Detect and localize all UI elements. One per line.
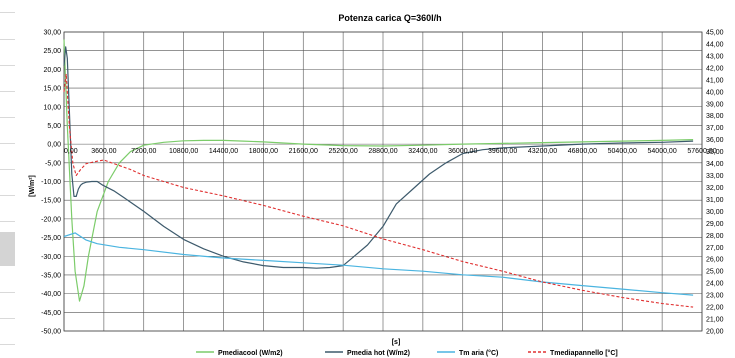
y2-tick-label: 38,00 bbox=[706, 113, 724, 120]
y2-tick-label: 43,00 bbox=[706, 53, 724, 60]
x-axis-label: [s] bbox=[392, 339, 401, 346]
y-tick-label: 0,00 bbox=[47, 142, 61, 149]
y2-tick-label: 24,00 bbox=[706, 281, 724, 288]
y-tick-labels: 30,00 25,00 20,00 15,00 10,00 5,00 0,00 -5,00 -1… bbox=[41, 30, 61, 336]
x-tick-label: 10800,00 bbox=[169, 148, 198, 155]
y-tick-label: 10,00 bbox=[43, 104, 61, 111]
x-tick-label: 0,00 bbox=[64, 148, 78, 155]
y2-tick-label: 35,00 bbox=[706, 149, 724, 156]
y2-tick-label: 27,00 bbox=[706, 245, 724, 252]
x-tick-label: 32400,00 bbox=[408, 148, 437, 155]
x-tick-label: 7200,00 bbox=[131, 148, 156, 155]
y-tick-label: -35,00 bbox=[41, 272, 61, 279]
x-tick-label: 3600,00 bbox=[91, 148, 116, 155]
y2-tick-label: 22,00 bbox=[706, 305, 724, 312]
legend-label: Tm aria (°C) bbox=[459, 349, 498, 357]
x-tick-label: 43200,00 bbox=[528, 148, 557, 155]
y-tick-label: -50,00 bbox=[41, 329, 61, 336]
y-tick-label: 30,00 bbox=[43, 30, 61, 37]
x-tick-labels: 0,00 3600,00 7200,00 10800,00 14400,00 18000,… bbox=[64, 148, 717, 155]
y-axis-label: [W/m²] bbox=[29, 175, 36, 197]
series-line-2 bbox=[63, 46, 694, 269]
y2-tick-label: 21,00 bbox=[706, 317, 724, 324]
y-tick-label: 25,00 bbox=[43, 48, 61, 55]
y2-tick-label: 20,00 bbox=[706, 329, 724, 336]
y-tick-label: 20,00 bbox=[43, 67, 61, 74]
x-tick-label: 54000,00 bbox=[648, 148, 677, 155]
y2-tick-label: 40,00 bbox=[706, 89, 724, 96]
chart-area bbox=[16, 0, 735, 358]
y2-tick-label: 36,00 bbox=[706, 137, 724, 144]
y2-tick-labels: 45,00 44,00 43,00 42,00 41,00 40,00 39,00 38,00… bbox=[706, 30, 724, 336]
y2-tick-label: 32,00 bbox=[706, 185, 724, 192]
y-tick-label: -25,00 bbox=[41, 235, 61, 242]
y2-tick-label: 44,00 bbox=[706, 41, 724, 48]
y2-tick-label: 33,00 bbox=[706, 173, 724, 180]
x-tick-label: 14400,00 bbox=[209, 148, 238, 155]
y2-tick-label: 42,00 bbox=[706, 65, 724, 72]
x-tick-label: 57600,00 bbox=[687, 148, 716, 155]
x-tick-label: 46800,00 bbox=[568, 148, 597, 155]
x-tick-label: 36000,00 bbox=[448, 148, 477, 155]
y2-tick-label: 28,00 bbox=[706, 233, 724, 240]
x-tick-label: 50400,00 bbox=[608, 148, 637, 155]
y2-tick-label: 34,00 bbox=[706, 161, 724, 168]
y2-tick-label: 25,00 bbox=[706, 269, 724, 276]
x-tick-label: 18000,00 bbox=[249, 148, 278, 155]
series-line-1 bbox=[63, 39, 694, 302]
y2-tick-label: 37,00 bbox=[706, 125, 724, 132]
y-tick-label: -20,00 bbox=[41, 216, 61, 223]
legend: Pmediacool (W/m2) Pmedia hot (W/m2) Tm ari… bbox=[196, 349, 618, 357]
y-tick-label: 15,00 bbox=[43, 86, 61, 93]
y-tick-label: -40,00 bbox=[41, 291, 61, 298]
x-tick-label: 39600,00 bbox=[488, 148, 517, 155]
y-tick-label: -45,00 bbox=[41, 310, 61, 317]
legend-label: Tmediapannello [°C] bbox=[550, 349, 618, 357]
y-tick-label: -5,00 bbox=[45, 160, 61, 167]
y2-tick-label: 39,00 bbox=[706, 101, 724, 108]
y2-tick-label: 41,00 bbox=[706, 77, 724, 84]
y2-tick-label: 23,00 bbox=[706, 293, 724, 300]
y-tick-label: 5,00 bbox=[47, 123, 61, 130]
legend-label: Pmediacool (W/m2) bbox=[218, 350, 283, 357]
y2-tick-label: 30,00 bbox=[706, 209, 724, 216]
series-line-4 bbox=[63, 73, 694, 308]
legend-label: Pmedia hot (W/m2) bbox=[347, 350, 410, 357]
chart-title: Potenza carica Q=360l/h bbox=[338, 13, 441, 23]
series-line-3 bbox=[63, 232, 694, 296]
y2-tick-label: 45,00 bbox=[706, 30, 724, 37]
y2-tick-label: 29,00 bbox=[706, 221, 724, 228]
plot-frame bbox=[63, 31, 703, 332]
y2-tick-label: 26,00 bbox=[706, 257, 724, 264]
series-group bbox=[63, 39, 694, 308]
y2-tick-label: 31,00 bbox=[706, 197, 724, 204]
y-tick-label: -10,00 bbox=[41, 179, 61, 186]
y-tick-label: -15,00 bbox=[41, 198, 61, 205]
x-tick-label: 25200,00 bbox=[329, 148, 358, 155]
x-tick-label: 21600,00 bbox=[289, 148, 318, 155]
y-tick-label: -30,00 bbox=[41, 254, 61, 261]
x-tick-label: 28800,00 bbox=[368, 148, 397, 155]
